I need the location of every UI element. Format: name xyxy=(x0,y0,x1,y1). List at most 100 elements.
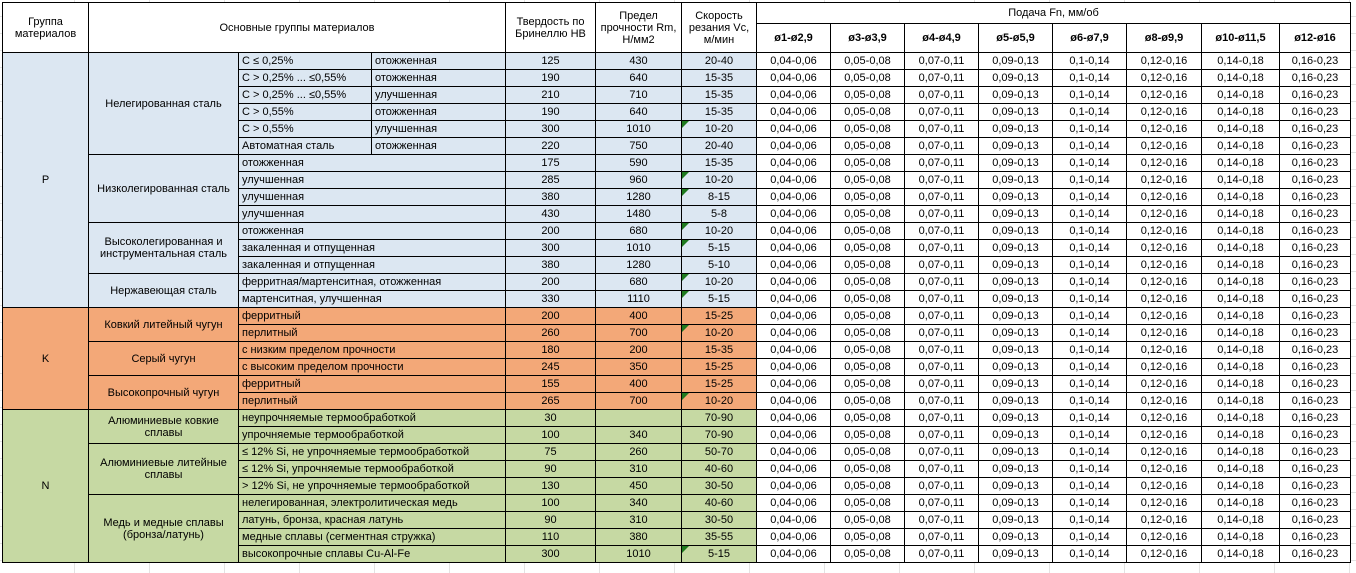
cutting-speed-vc-cell[interactable]: 10-20 xyxy=(681,120,757,138)
feed-value-cell[interactable]: 0,07-0,11 xyxy=(904,324,979,342)
feed-value-cell[interactable]: 0,1-0,14 xyxy=(1052,120,1127,138)
feed-value-cell[interactable]: 0,1-0,14 xyxy=(1052,460,1127,478)
feed-value-cell[interactable]: 0,07-0,11 xyxy=(904,341,979,359)
feed-value-cell[interactable]: 0,05-0,08 xyxy=(830,477,905,495)
header-material-group[interactable]: Группа материалов xyxy=(2,2,89,53)
hardness-hb-cell[interactable]: 300 xyxy=(505,120,596,138)
feed-value-cell[interactable]: 0,04-0,06 xyxy=(756,528,831,546)
strength-rm-cell[interactable]: 260 xyxy=(595,443,682,461)
feed-value-cell[interactable]: 0,07-0,11 xyxy=(904,307,979,325)
feed-value-cell[interactable]: 0,09-0,13 xyxy=(978,137,1053,155)
feed-value-cell[interactable]: 0,14-0,18 xyxy=(1201,103,1280,121)
feed-value-cell[interactable]: 0,16-0,23 xyxy=(1279,477,1351,495)
feed-value-cell[interactable]: 0,05-0,08 xyxy=(830,239,905,257)
feed-value-cell[interactable]: 0,16-0,23 xyxy=(1279,511,1351,529)
feed-value-cell[interactable]: 0,09-0,13 xyxy=(978,188,1053,206)
feed-value-cell[interactable]: 0,07-0,11 xyxy=(904,528,979,546)
cutting-speed-vc-cell[interactable]: 10-20 xyxy=(681,171,757,189)
header-dia-5-5.9[interactable]: ø5-ø5,9 xyxy=(978,23,1053,53)
feed-value-cell[interactable]: 0,04-0,06 xyxy=(756,460,831,478)
group-letter-cell-k[interactable]: K xyxy=(2,307,89,410)
feed-value-cell[interactable]: 0,14-0,18 xyxy=(1201,86,1280,104)
state-cell[interactable]: отожженная xyxy=(371,137,506,155)
feed-value-cell[interactable]: 0,12-0,16 xyxy=(1126,154,1202,172)
state-cell[interactable]: с высоким пределом прочности xyxy=(238,358,506,376)
state-cell[interactable]: медные сплавы (сегментная стружка) xyxy=(238,528,506,546)
state-cell[interactable]: мартенситная, улучшенная xyxy=(238,290,506,308)
hardness-hb-cell[interactable]: 190 xyxy=(505,103,596,121)
feed-value-cell[interactable]: 0,07-0,11 xyxy=(904,205,979,223)
strength-rm-cell[interactable]: 750 xyxy=(595,137,682,155)
feed-value-cell[interactable]: 0,1-0,14 xyxy=(1052,307,1127,325)
subgroup-label-cell[interactable]: Высокопрочный чугун xyxy=(88,375,239,410)
feed-value-cell[interactable]: 0,04-0,06 xyxy=(756,307,831,325)
condition-cell[interactable]: C > 0,55% xyxy=(238,120,372,138)
feed-value-cell[interactable]: 0,04-0,06 xyxy=(756,256,831,274)
header-dia-6-7.9[interactable]: ø6-ø7,9 xyxy=(1052,23,1127,53)
header-main-material-groups[interactable]: Основные группы материалов xyxy=(88,2,506,53)
group-letter-cell-p[interactable]: P xyxy=(2,52,89,308)
strength-rm-cell[interactable]: 700 xyxy=(595,392,682,410)
feed-value-cell[interactable]: 0,12-0,16 xyxy=(1126,307,1202,325)
condition-cell[interactable]: Автоматная сталь xyxy=(238,137,372,155)
feed-value-cell[interactable]: 0,12-0,16 xyxy=(1126,69,1202,87)
hardness-hb-cell[interactable]: 100 xyxy=(505,426,596,444)
subgroup-label-cell[interactable]: Ковкий литейный чугун xyxy=(88,307,239,342)
feed-value-cell[interactable]: 0,04-0,06 xyxy=(756,392,831,410)
hardness-hb-cell[interactable]: 155 xyxy=(505,375,596,393)
feed-value-cell[interactable]: 0,07-0,11 xyxy=(904,154,979,172)
feed-value-cell[interactable]: 0,05-0,08 xyxy=(830,307,905,325)
state-cell[interactable]: ферритная/мартенситная, отожженная xyxy=(238,273,506,291)
feed-value-cell[interactable]: 0,16-0,23 xyxy=(1279,341,1351,359)
feed-value-cell[interactable]: 0,1-0,14 xyxy=(1052,103,1127,121)
feed-value-cell[interactable]: 0,09-0,13 xyxy=(978,205,1053,223)
feed-value-cell[interactable]: 0,16-0,23 xyxy=(1279,52,1351,70)
feed-value-cell[interactable]: 0,14-0,18 xyxy=(1201,256,1280,274)
strength-rm-cell[interactable]: 960 xyxy=(595,171,682,189)
hardness-hb-cell[interactable]: 190 xyxy=(505,69,596,87)
feed-value-cell[interactable]: 0,14-0,18 xyxy=(1201,426,1280,444)
feed-value-cell[interactable]: 0,12-0,16 xyxy=(1126,188,1202,206)
feed-value-cell[interactable]: 0,12-0,16 xyxy=(1126,256,1202,274)
cutting-speed-vc-cell[interactable]: 15-35 xyxy=(681,103,757,121)
feed-value-cell[interactable]: 0,12-0,16 xyxy=(1126,341,1202,359)
cutting-speed-vc-cell[interactable]: 5-15 xyxy=(681,290,757,308)
header-dia-3-3.9[interactable]: ø3-ø3,9 xyxy=(830,23,905,53)
feed-value-cell[interactable]: 0,16-0,23 xyxy=(1279,426,1351,444)
feed-value-cell[interactable]: 0,14-0,18 xyxy=(1201,239,1280,257)
feed-value-cell[interactable]: 0,1-0,14 xyxy=(1052,69,1127,87)
feed-value-cell[interactable]: 0,14-0,18 xyxy=(1201,443,1280,461)
hardness-hb-cell[interactable]: 285 xyxy=(505,171,596,189)
feed-value-cell[interactable]: 0,16-0,23 xyxy=(1279,307,1351,325)
feed-value-cell[interactable]: 0,16-0,23 xyxy=(1279,324,1351,342)
cutting-speed-vc-cell[interactable]: 40-60 xyxy=(681,460,757,478)
feed-value-cell[interactable]: 0,05-0,08 xyxy=(830,460,905,478)
feed-value-cell[interactable]: 0,16-0,23 xyxy=(1279,137,1351,155)
hardness-hb-cell[interactable]: 245 xyxy=(505,358,596,376)
strength-rm-cell[interactable]: 340 xyxy=(595,494,682,512)
cutting-speed-vc-cell[interactable]: 10-20 xyxy=(681,392,757,410)
feed-value-cell[interactable]: 0,14-0,18 xyxy=(1201,460,1280,478)
feed-value-cell[interactable]: 0,1-0,14 xyxy=(1052,154,1127,172)
feed-value-cell[interactable]: 0,12-0,16 xyxy=(1126,511,1202,529)
cutting-speed-vc-cell[interactable]: 40-60 xyxy=(681,494,757,512)
subgroup-label-cell[interactable]: Нержавеющая сталь xyxy=(88,273,239,308)
hardness-hb-cell[interactable]: 200 xyxy=(505,222,596,240)
subgroup-label-cell[interactable]: Высоколегированная и инструментальная ст… xyxy=(88,222,239,274)
feed-value-cell[interactable]: 0,09-0,13 xyxy=(978,239,1053,257)
feed-value-cell[interactable]: 0,12-0,16 xyxy=(1126,426,1202,444)
feed-value-cell[interactable]: 0,14-0,18 xyxy=(1201,358,1280,376)
feed-value-cell[interactable]: 0,1-0,14 xyxy=(1052,290,1127,308)
strength-rm-cell[interactable]: 700 xyxy=(595,324,682,342)
strength-rm-cell[interactable]: 680 xyxy=(595,222,682,240)
state-cell[interactable]: улучшенная xyxy=(238,205,506,223)
hardness-hb-cell[interactable]: 30 xyxy=(505,409,596,427)
hardness-hb-cell[interactable]: 200 xyxy=(505,307,596,325)
feed-value-cell[interactable]: 0,07-0,11 xyxy=(904,222,979,240)
hardness-hb-cell[interactable]: 210 xyxy=(505,86,596,104)
feed-value-cell[interactable]: 0,16-0,23 xyxy=(1279,528,1351,546)
state-cell[interactable]: улучшенная xyxy=(371,86,506,104)
feed-value-cell[interactable]: 0,04-0,06 xyxy=(756,239,831,257)
state-cell[interactable]: ферритный xyxy=(238,375,506,393)
feed-value-cell[interactable]: 0,07-0,11 xyxy=(904,256,979,274)
